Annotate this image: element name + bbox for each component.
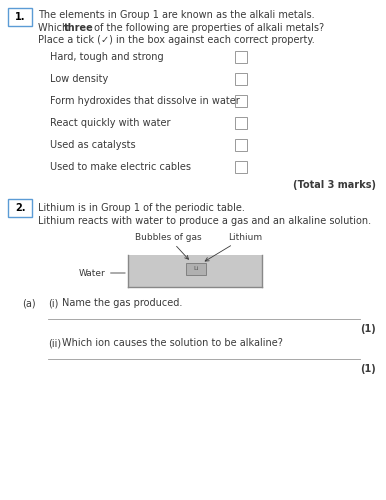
- Bar: [186, 263, 206, 275]
- Bar: [235, 139, 247, 151]
- Text: Hard, tough and strong: Hard, tough and strong: [50, 52, 164, 62]
- Text: Used to make electric cables: Used to make electric cables: [50, 162, 191, 172]
- Text: Li: Li: [193, 266, 199, 272]
- Bar: [235, 161, 247, 173]
- Text: React quickly with water: React quickly with water: [50, 118, 171, 128]
- Text: Which: Which: [38, 23, 71, 33]
- Text: Lithium is in Group 1 of the periodic table.: Lithium is in Group 1 of the periodic ta…: [38, 203, 245, 213]
- Bar: [235, 95, 247, 107]
- Text: Used as catalysts: Used as catalysts: [50, 140, 135, 150]
- Text: Lithium reacts with water to produce a gas and an alkaline solution.: Lithium reacts with water to produce a g…: [38, 216, 371, 226]
- Bar: [128, 255, 262, 287]
- Text: Form hydroxides that dissolve in water: Form hydroxides that dissolve in water: [50, 96, 240, 106]
- Text: Place a tick (✓) in the box against each correct property.: Place a tick (✓) in the box against each…: [38, 35, 315, 45]
- Text: (a): (a): [22, 298, 36, 308]
- Bar: [235, 51, 247, 63]
- Text: The elements in Group 1 are known as the alkali metals.: The elements in Group 1 are known as the…: [38, 10, 315, 20]
- Text: (1): (1): [360, 364, 376, 374]
- Bar: [8, 199, 32, 217]
- Text: (ii): (ii): [48, 338, 61, 348]
- Bar: [8, 8, 32, 26]
- Bar: [235, 117, 247, 129]
- Text: (1): (1): [360, 324, 376, 334]
- Text: (Total 3 marks): (Total 3 marks): [293, 180, 376, 190]
- Text: Lithium: Lithium: [205, 232, 262, 261]
- Text: (i): (i): [48, 298, 58, 308]
- Text: Which ion causes the solution to be alkaline?: Which ion causes the solution to be alka…: [62, 338, 283, 348]
- Text: Low density: Low density: [50, 74, 108, 84]
- Text: three: three: [64, 23, 94, 33]
- Text: of the following are properties of alkali metals?: of the following are properties of alkal…: [91, 23, 324, 33]
- Text: 1.: 1.: [15, 12, 25, 22]
- Text: Water: Water: [78, 268, 125, 278]
- Text: 2.: 2.: [15, 203, 25, 213]
- Text: Name the gas produced.: Name the gas produced.: [62, 298, 182, 308]
- Text: Bubbles of gas: Bubbles of gas: [135, 232, 201, 260]
- Bar: [235, 73, 247, 85]
